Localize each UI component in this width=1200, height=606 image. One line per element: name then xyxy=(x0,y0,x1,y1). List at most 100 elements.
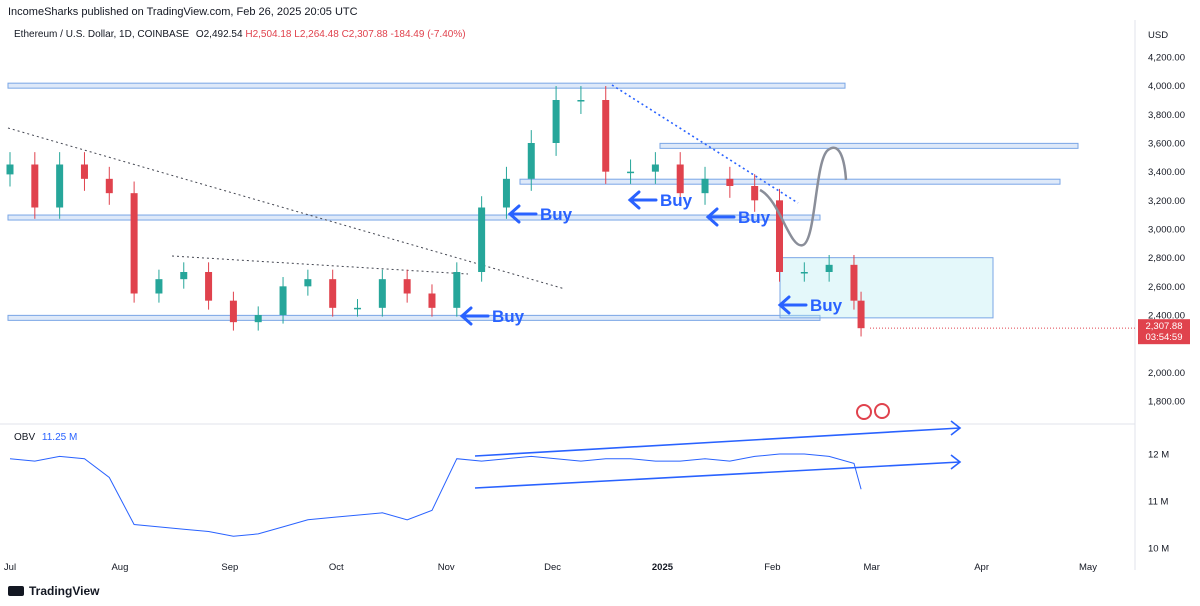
buy-arrow-icon xyxy=(459,306,490,326)
candle-body xyxy=(651,164,659,172)
price-tag xyxy=(1138,319,1190,345)
candle-body xyxy=(850,264,858,301)
candle-body xyxy=(6,164,14,175)
obv-channel-line xyxy=(474,461,961,489)
candle-body xyxy=(180,272,188,280)
candle-body xyxy=(56,164,64,208)
obv-tick-label: 10 M xyxy=(1148,544,1169,555)
price-tick-label: 2,400.00 xyxy=(1148,311,1185,322)
buy-label: Buy xyxy=(738,208,771,227)
candle-body xyxy=(775,200,783,272)
buy-label: Buy xyxy=(540,205,573,224)
price-tag-value: 2,307.88 xyxy=(1146,321,1183,332)
price-tick-label: 2,600.00 xyxy=(1148,282,1185,293)
buy-arrow-icon xyxy=(507,204,538,224)
price-tick-label: 3,400.00 xyxy=(1148,167,1185,178)
time-tick-label: Jul xyxy=(4,562,16,573)
buy-annotation: Buy xyxy=(777,295,843,315)
time-tick-label: Oct xyxy=(329,562,344,573)
support-zone xyxy=(7,214,821,221)
support-zone xyxy=(7,82,846,89)
candle-body xyxy=(304,279,312,287)
projected-path xyxy=(759,146,848,247)
time-tick-label: Dec xyxy=(544,562,561,573)
buy-annotation: Buy xyxy=(627,190,693,210)
obv-tick-label: 12 M xyxy=(1148,450,1169,461)
candle-body xyxy=(130,193,138,294)
candle-body xyxy=(502,178,510,208)
buy-annotation: Buy xyxy=(705,207,771,227)
candle-body xyxy=(428,293,436,308)
trendline-blue-dotted xyxy=(611,84,799,204)
candle-body xyxy=(403,279,411,294)
time-tick-label: Nov xyxy=(438,562,455,573)
candle-body xyxy=(527,143,535,179)
candle-body xyxy=(857,300,865,329)
candle-body xyxy=(552,100,560,143)
time-tick-label: Mar xyxy=(864,562,880,573)
candle-body xyxy=(279,286,287,315)
candle-body xyxy=(577,100,585,102)
symbol-name: Ethereum / U.S. Dollar, 1D, COINBASE xyxy=(14,29,190,40)
buy-arrow-icon xyxy=(705,207,736,227)
price-tick-label: 4,000.00 xyxy=(1148,81,1185,92)
buy-label: Buy xyxy=(492,307,525,326)
obv-value: 11.25 M xyxy=(41,432,78,443)
high-value: H2,504.18 xyxy=(245,29,292,40)
candle-body xyxy=(354,307,362,310)
obv-tick-label: 11 M xyxy=(1148,497,1169,508)
obv-legend: OBV 11.25 M xyxy=(14,432,77,443)
buy-label: Buy xyxy=(660,191,693,210)
candle-body xyxy=(478,207,486,272)
candle-body xyxy=(676,164,684,194)
candle-body xyxy=(229,300,237,323)
target-box xyxy=(779,257,994,319)
support-zone xyxy=(519,178,1061,185)
publisher-line: IncomeSharks published on TradingView.co… xyxy=(8,6,358,18)
candle-body xyxy=(105,178,113,194)
buy-arrow-icon xyxy=(627,190,658,210)
tradingview-logo: TradingView xyxy=(8,584,99,598)
candle-body xyxy=(726,178,734,186)
price-tick-label: 3,800.00 xyxy=(1148,110,1185,121)
price-tick-label: 3,600.00 xyxy=(1148,139,1185,150)
candle-body xyxy=(751,186,759,201)
symbol-legend: Ethereum / U.S. Dollar, 1D, COINBASE O2,… xyxy=(14,29,466,40)
obv-channel-line xyxy=(474,427,961,457)
tradingview-mark-icon xyxy=(8,586,24,596)
candle-body xyxy=(701,178,709,194)
time-tick-label: Feb xyxy=(764,562,780,573)
price-tick-label: 3,000.00 xyxy=(1148,225,1185,236)
price-tick-label: 2,000.00 xyxy=(1148,368,1185,379)
close-value: C2,307.88 xyxy=(341,29,388,40)
support-zone xyxy=(7,314,821,321)
us-flag-event-icon xyxy=(874,403,890,419)
time-tick-label: 2025 xyxy=(652,562,674,573)
buy-arrow-icon xyxy=(777,295,808,315)
candle-body xyxy=(453,272,461,308)
candle-body xyxy=(329,279,337,308)
candle-body xyxy=(155,279,163,294)
buy-annotation: Buy xyxy=(459,306,525,326)
trendline-down-long xyxy=(7,127,566,290)
price-tick-label: 3,200.00 xyxy=(1148,196,1185,207)
trendline-triangle xyxy=(171,255,469,275)
candle-body xyxy=(205,272,213,301)
change-value: -184.49 (-7.40%) xyxy=(390,29,466,40)
time-tick-label: May xyxy=(1079,562,1097,573)
time-tick-label: Sep xyxy=(221,562,238,573)
candle-body xyxy=(825,264,833,272)
buy-label: Buy xyxy=(810,296,843,315)
candle-body xyxy=(254,315,262,323)
price-tick-label: 2,800.00 xyxy=(1148,253,1185,264)
price-tag-countdown: 03:54:59 xyxy=(1146,332,1183,343)
candle-body xyxy=(378,279,386,308)
buy-annotation: Buy xyxy=(507,204,573,224)
time-tick-label: Aug xyxy=(111,562,128,573)
tradingview-brand: TradingView xyxy=(29,584,100,598)
candle-body xyxy=(80,164,88,179)
candle-body xyxy=(627,171,635,174)
price-tick-label: 4,200.00 xyxy=(1148,53,1185,64)
obv-label: OBV xyxy=(14,432,36,443)
